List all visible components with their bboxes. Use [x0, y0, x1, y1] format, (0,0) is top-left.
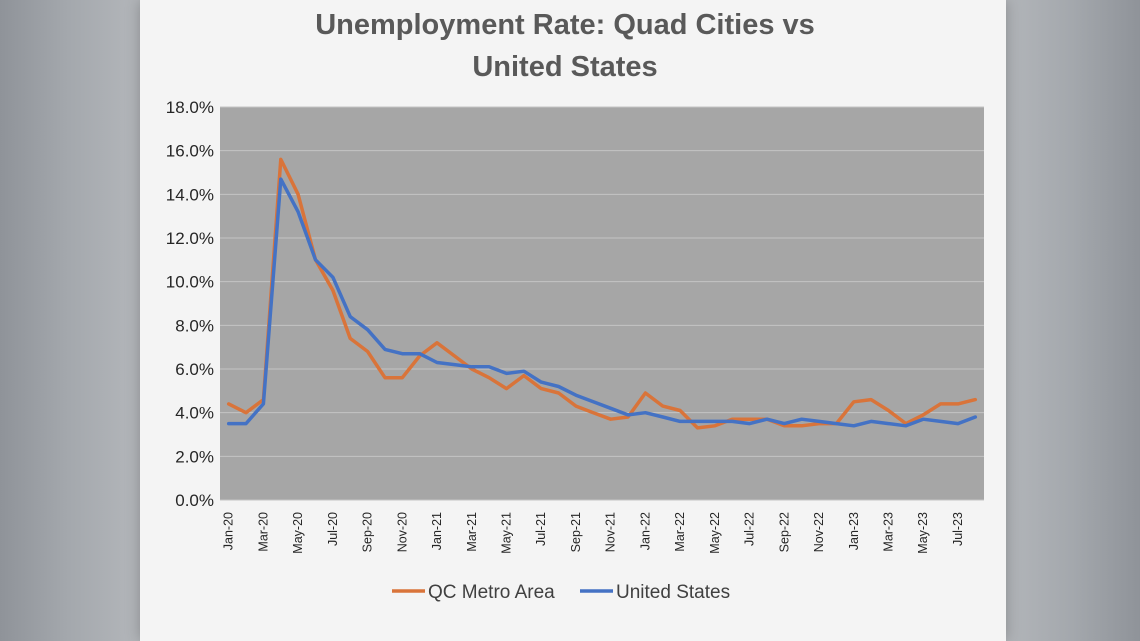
legend: QC Metro Area United States — [392, 582, 730, 603]
x-tick-label: May-22 — [708, 512, 722, 554]
gridlines — [220, 106, 984, 501]
x-tick-label: Jul-22 — [743, 512, 757, 546]
chart-title-line-1: Unemployment Rate: Quad Cities vs — [315, 9, 815, 41]
x-tick-label: Sep-21 — [569, 512, 583, 552]
x-tick-label: Jul-20 — [326, 512, 340, 546]
x-tick-label: Jan-20 — [222, 512, 236, 550]
x-tick-label: May-23 — [916, 512, 930, 554]
line-chart: Unemployment Rate: Quad Cities vs United… — [166, 9, 984, 603]
x-tick-label: Jan-21 — [430, 512, 444, 550]
series-line-qc-metro-area — [226, 157, 978, 430]
y-tick-label: 8.0% — [175, 316, 214, 335]
legend-label-us: United States — [616, 582, 730, 603]
x-tick-label: Mar-22 — [673, 512, 687, 552]
y-axis-ticks: 0.0% 2.0% 4.0% 6.0% 8.0% 10.0% 12.0% 14.0% 16.0%… — [166, 98, 214, 510]
chart-title-line-2: United States — [472, 51, 657, 83]
y-tick-label: 4.0% — [175, 404, 214, 423]
x-tick-label: Jul-21 — [534, 512, 548, 546]
y-tick-label: 12.0% — [166, 229, 214, 248]
x-tick-label: Nov-22 — [812, 512, 826, 552]
series-line-united-states — [226, 177, 978, 428]
legend-label-qc: QC Metro Area — [428, 582, 555, 603]
x-tick-label: Mar-21 — [465, 512, 479, 552]
x-tick-label: Mar-23 — [882, 512, 896, 552]
x-tick-label: May-20 — [291, 512, 305, 554]
x-tick-label: Jan-23 — [847, 512, 861, 550]
x-tick-label: Nov-21 — [604, 512, 618, 552]
y-tick-label: 10.0% — [166, 273, 214, 292]
x-tick-label: Jul-23 — [951, 512, 965, 546]
y-tick-label: 14.0% — [166, 185, 214, 204]
plot-area — [220, 107, 984, 500]
x-tick-label: Nov-20 — [395, 512, 409, 552]
chart-panel: Unemployment Rate: Quad Cities vs United… — [140, 0, 1006, 641]
x-tick-label: Sep-20 — [361, 512, 375, 552]
y-tick-label: 2.0% — [175, 447, 214, 466]
x-axis-ticks: Jan-20 Mar-20 May-20 Jul-20 Sep-20 Nov-20 Jan-… — [222, 512, 965, 554]
y-tick-label: 0.0% — [175, 491, 214, 510]
x-tick-label: May-21 — [500, 512, 514, 554]
y-tick-label: 18.0% — [166, 98, 214, 117]
x-tick-label: Jan-22 — [638, 512, 652, 550]
x-tick-label: Mar-20 — [256, 512, 270, 552]
y-tick-label: 6.0% — [175, 360, 214, 379]
y-tick-label: 16.0% — [166, 142, 214, 161]
series-lines — [226, 157, 978, 430]
x-tick-label: Sep-22 — [777, 512, 791, 552]
